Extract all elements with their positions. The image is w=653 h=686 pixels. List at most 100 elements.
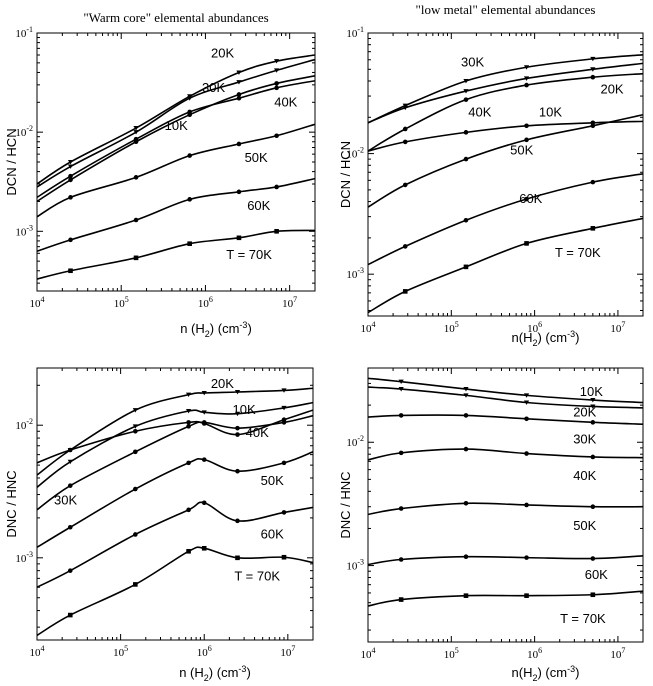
x-tick-base: 10 — [444, 323, 456, 335]
x-tick-exponent: 5 — [125, 295, 129, 304]
x-axis-label: n (H2) (cm-3) — [180, 320, 252, 339]
data-point — [133, 428, 138, 434]
x-tick-label: 104 — [30, 644, 45, 659]
data-point — [186, 424, 191, 429]
x-tick-base: 10 — [610, 649, 622, 661]
x-tick-base: 10 — [361, 323, 373, 335]
data-point — [402, 126, 408, 132]
x-tick-base: 10 — [30, 647, 42, 659]
y-tick-label: 10-1 — [15, 25, 33, 40]
data-point — [590, 556, 596, 561]
data-point — [133, 532, 138, 537]
series-label: 30K — [54, 493, 77, 508]
data-point — [235, 425, 240, 431]
x-tick-label: 106 — [527, 646, 542, 661]
x-tick-label: 104 — [30, 295, 45, 310]
y-tick-label: 10-2 — [346, 146, 364, 161]
data-point — [201, 390, 207, 396]
y-tick-exponent: -3 — [26, 550, 33, 559]
series-line — [37, 546, 313, 637]
data-point — [524, 502, 529, 508]
data-point — [67, 568, 73, 573]
chart-title: "low metal" elemental abundances — [416, 2, 596, 17]
data-point — [398, 379, 404, 385]
data-point — [68, 195, 73, 200]
data-point — [133, 486, 138, 492]
data-point — [463, 217, 469, 223]
y-tick-base: 10 — [15, 28, 27, 40]
data-point — [524, 196, 529, 202]
data-point — [68, 177, 73, 183]
data-point — [524, 416, 529, 422]
data-point — [186, 460, 191, 466]
series-line — [37, 409, 313, 464]
y-tick-exponent: -3 — [26, 223, 33, 232]
data-point — [133, 126, 139, 131]
data-point — [398, 597, 404, 602]
data-point — [274, 81, 279, 86]
x-tick-base: 10 — [197, 647, 209, 659]
data-point — [67, 483, 73, 488]
x-tick-label: 105 — [113, 644, 128, 659]
series-line — [368, 120, 643, 152]
data-point — [524, 241, 529, 246]
series-label: 40K — [468, 104, 491, 119]
data-point — [398, 557, 404, 562]
data-point — [274, 133, 279, 139]
x-tick-label: 107 — [610, 646, 625, 661]
series-line — [368, 217, 643, 314]
data-point — [590, 420, 596, 425]
data-point — [274, 85, 279, 91]
series-label: 50K — [261, 473, 284, 488]
data-point — [274, 68, 280, 73]
data-point — [463, 500, 469, 506]
series-label: T = 70K — [226, 247, 272, 262]
series-label: 20K — [211, 46, 234, 61]
x-tick-base: 10 — [444, 649, 456, 661]
data-point — [402, 289, 408, 294]
data-point — [590, 454, 596, 460]
x-tick-exponent: 6 — [209, 295, 213, 304]
data-point — [236, 92, 242, 97]
data-point — [463, 413, 469, 418]
data-point — [524, 82, 529, 88]
x-tick-exponent: 6 — [538, 320, 542, 329]
data-point — [463, 89, 469, 94]
data-point — [68, 173, 73, 179]
data-point — [133, 175, 139, 180]
series-line — [37, 401, 313, 488]
data-point — [463, 593, 469, 598]
data-point — [187, 96, 193, 101]
data-point — [590, 398, 596, 403]
x-tick-label: 104 — [361, 646, 376, 661]
series-label: 10K — [165, 118, 188, 133]
data-point — [274, 229, 279, 234]
data-point — [67, 459, 73, 465]
data-point — [186, 507, 191, 513]
data-point — [524, 123, 529, 129]
x-tick-label: 107 — [610, 320, 625, 335]
data-point — [186, 420, 191, 425]
x-tick-base: 10 — [198, 298, 210, 310]
x-tick-exponent: 7 — [621, 646, 625, 655]
data-point — [67, 612, 73, 618]
x-axis-label: n (H2) (cm-3) — [179, 664, 251, 683]
y-tick-base: 10 — [15, 420, 27, 432]
data-point — [201, 500, 207, 506]
y-tick-exponent: -2 — [357, 146, 364, 155]
series-line — [368, 113, 643, 208]
data-point — [463, 387, 469, 392]
x-tick-base: 10 — [30, 298, 42, 310]
y-tick-base: 10 — [346, 269, 358, 281]
x-tick-label: 104 — [361, 320, 376, 335]
data-point — [590, 592, 596, 598]
y-tick-label: 10-3 — [15, 223, 33, 238]
data-point — [235, 468, 240, 474]
series-label: 10K — [233, 402, 256, 417]
data-point — [281, 510, 287, 515]
y-axis-label: DCN / HCN — [338, 141, 353, 208]
y-tick-label: 10-3 — [346, 558, 364, 573]
series-label: 30K — [202, 80, 225, 95]
series-label: 40K — [573, 468, 596, 483]
